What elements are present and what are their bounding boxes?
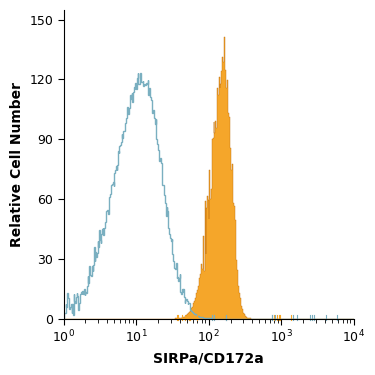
Y-axis label: Relative Cell Number: Relative Cell Number <box>10 82 24 247</box>
X-axis label: SIRPa/CD172a: SIRPa/CD172a <box>153 351 264 365</box>
